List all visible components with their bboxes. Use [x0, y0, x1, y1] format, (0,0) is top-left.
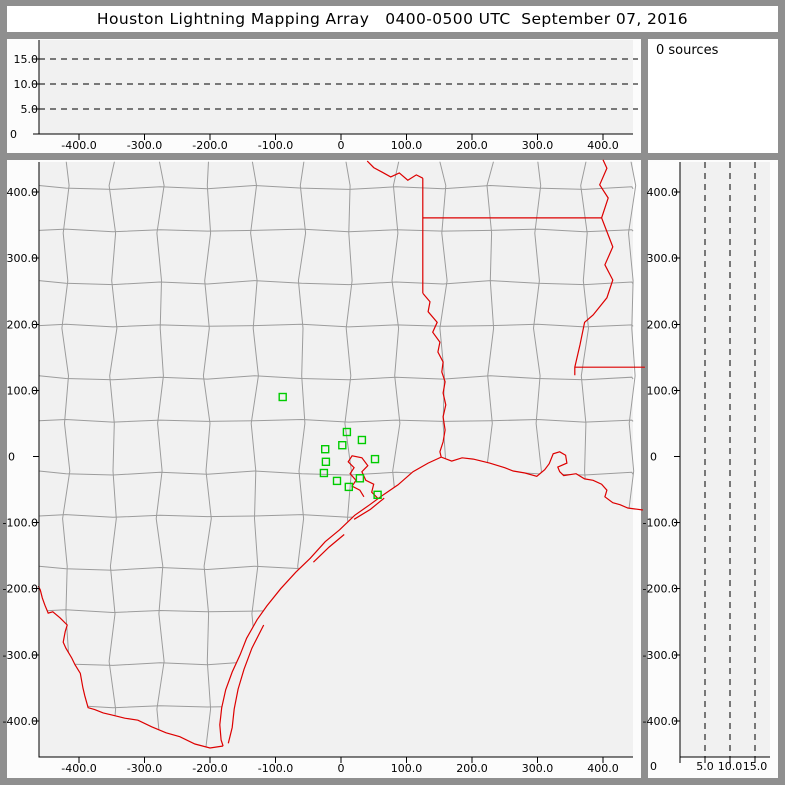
- altitude-eastwest-plot[interactable]: 0 5.0 10.0 15.0 -400.0 -300.0 -200.0 -100.0 0 100…: [7, 39, 641, 153]
- alt-tick-label: 5.0: [696, 760, 714, 773]
- alt-tick-label: 10.0: [718, 760, 743, 773]
- lma-station-marker: [338, 441, 347, 450]
- ew-tick-label: 400.0: [587, 139, 619, 152]
- ew-tick-label: 0: [338, 139, 345, 152]
- ew-tick-label: 300.0: [522, 762, 554, 775]
- lma-station-marker: [332, 476, 342, 486]
- lma-station-marker: [342, 427, 352, 437]
- lma-station-marker: [344, 482, 353, 492]
- alt-tick-label: 5.0: [21, 103, 39, 116]
- ns-tick-label: 100.0: [647, 384, 679, 397]
- sources-count-label: 0 sources: [656, 43, 719, 58]
- altitude-northsouth-plot[interactable]: 0 5.0 10.0 15.0 400.0 300.0 200.0 100.0 0 -100.0 -…: [643, 160, 778, 778]
- window-title: Houston Lightning Mapping Array 0400-050…: [96, 10, 689, 28]
- ns-tick-label: 300.0: [647, 252, 679, 265]
- ew-tick-label: 100.0: [391, 139, 423, 152]
- ns-tick-label: 0: [8, 451, 15, 464]
- ns-tick-label: -100.0: [643, 517, 678, 530]
- ew-tick-label: -400.0: [61, 139, 96, 152]
- ew-tick-label: 200.0: [456, 762, 488, 775]
- plan-view-map[interactable]: -400.0 -300.0 -200.0 -100.0 0 100.0 200.0 300.0…: [3, 159, 645, 778]
- lma-station-marker: [321, 457, 331, 466]
- ns-tick-label: -100.0: [3, 517, 38, 530]
- ew-tick-label: 0: [338, 762, 345, 775]
- lma-stations: [278, 392, 382, 499]
- ew-tick-label: -300.0: [127, 139, 162, 152]
- ns-tick-label: 400.0: [7, 186, 39, 199]
- ns-tick-label: 400.0: [647, 186, 679, 199]
- ns-tick-label: -400.0: [3, 715, 38, 728]
- alt-tick-label: 15.0: [14, 53, 39, 66]
- ew-tick-label: -400.0: [61, 762, 96, 775]
- lma-station-marker: [373, 490, 382, 499]
- plan-view-map-panel[interactable]: -400.0 -300.0 -200.0 -100.0 0 100.0 200.0 300.0…: [3, 159, 645, 778]
- ns-tick-label: -300.0: [643, 649, 678, 662]
- ew-tick-label: -200.0: [192, 139, 227, 152]
- altitude-vs-eastwest-panel[interactable]: 0 5.0 10.0 15.0 -400.0 -300.0 -200.0 -100.0 0 100…: [7, 39, 641, 153]
- ew-tick-label: -100.0: [258, 139, 293, 152]
- alt-tick-label: 0: [650, 760, 657, 773]
- ns-tick-label: 200.0: [647, 318, 679, 331]
- lma-station-marker: [278, 392, 287, 402]
- altitude-vs-northsouth-panel[interactable]: 0 5.0 10.0 15.0 400.0 300.0 200.0 100.0 0 -100.0 -…: [643, 160, 778, 778]
- lma-station-marker: [370, 454, 380, 464]
- ew-tick-label: 100.0: [391, 762, 423, 775]
- sources-count-panel: 0 sources: [648, 39, 778, 153]
- ns-tick-label: -200.0: [643, 583, 678, 596]
- ns-tick-label: 200.0: [7, 318, 39, 331]
- title-bar: Houston Lightning Mapping Array 0400-050…: [7, 6, 778, 32]
- ew-tick-label: 200.0: [456, 139, 488, 152]
- ew-tick-label: -100.0: [258, 762, 293, 775]
- ew-tick-label: -300.0: [127, 762, 162, 775]
- alt-tick-label: 15.0: [743, 760, 768, 773]
- ew-tick-label: 300.0: [522, 139, 554, 152]
- lma-station-marker: [355, 474, 365, 483]
- ns-tick-label: -400.0: [643, 715, 678, 728]
- lma-station-marker: [321, 445, 330, 454]
- alt-tick-label: 0: [10, 128, 17, 141]
- ns-tick-label: 300.0: [7, 252, 39, 265]
- lma-station-marker: [319, 468, 329, 478]
- ns-tick-label: 100.0: [7, 384, 39, 397]
- lma-station-marker: [357, 435, 367, 445]
- ew-tick-label: 400.0: [587, 762, 619, 775]
- alt-tick-label: 10.0: [14, 78, 39, 91]
- state-borders: [37, 159, 645, 749]
- ns-tick-label: -300.0: [3, 649, 38, 662]
- ew-tick-label: -200.0: [192, 762, 227, 775]
- ns-tick-label: 0: [650, 451, 657, 464]
- ns-tick-label: -200.0: [3, 583, 38, 596]
